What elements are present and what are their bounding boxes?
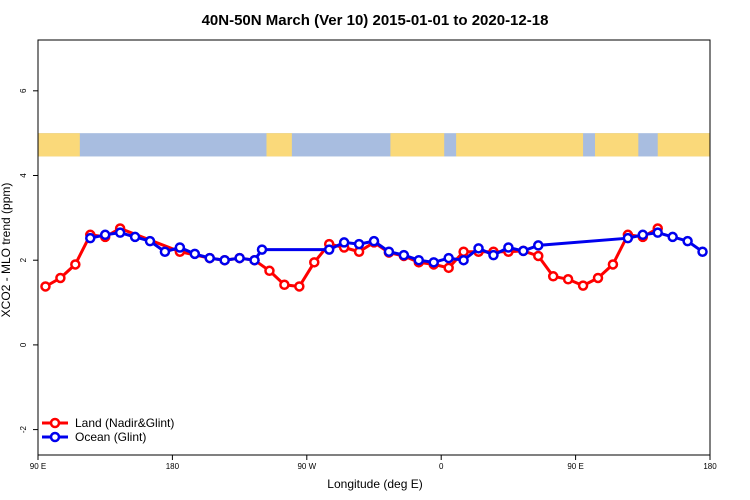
y-tick-label: 6 (19, 88, 28, 93)
data-point (533, 240, 544, 251)
data-point (652, 227, 663, 238)
data-point (637, 229, 649, 241)
world-map-band (38, 133, 710, 157)
x-tick-label: 90 E (30, 462, 46, 471)
y-tick-label: 4 (19, 173, 28, 178)
y-axis-label: XCO2 - MLO trend (ppm) (0, 183, 13, 318)
data-point (503, 242, 514, 253)
map-landmass (38, 133, 80, 157)
data-point (323, 244, 335, 255)
x-tick-label: 90 W (297, 462, 316, 471)
data-point (368, 235, 380, 247)
data-point (473, 243, 484, 254)
data-point (144, 235, 156, 247)
chart-title: 40N-50N March (Ver 10) 2015-01-01 to 202… (202, 12, 549, 29)
data-point (622, 232, 634, 244)
data-point (219, 254, 230, 266)
data-point (40, 281, 51, 292)
data-point (667, 231, 678, 243)
data-point (338, 237, 350, 248)
data-point (85, 232, 96, 244)
data-point (189, 248, 201, 260)
legend-entry: Land (Nadir&Glint) (42, 416, 174, 430)
data-point (398, 249, 410, 261)
data-point (264, 265, 275, 277)
legend-label: Ocean (Glint) (75, 430, 146, 444)
data-point (309, 257, 320, 268)
data-point (413, 254, 425, 266)
data-point (294, 281, 305, 292)
y-tick-label: 2 (19, 257, 28, 262)
map-landmass (595, 133, 639, 157)
data-point (114, 227, 126, 238)
data-point (159, 246, 171, 257)
data-point (55, 272, 66, 284)
data-point (204, 252, 215, 264)
data-point (458, 254, 469, 266)
data-point (99, 229, 111, 241)
x-tick-label: 180 (166, 462, 180, 471)
map-landmass (657, 133, 710, 157)
axes-layer: 90 E 180 90 W 0 90 E 180 -2 0 2 4 6 (19, 88, 717, 471)
legend-marker (49, 417, 61, 429)
data-point (577, 280, 589, 291)
data-point (607, 259, 619, 270)
map-landmass (390, 133, 445, 157)
data-point (129, 231, 141, 243)
map-landmass (456, 133, 584, 157)
legend: Land (Nadir&Glint)Ocean (Glint) (42, 416, 174, 444)
plot-frame (37, 39, 711, 456)
data-point (256, 244, 268, 255)
x-tick-label: 0 (439, 462, 444, 471)
data-point (234, 252, 245, 264)
data-point (697, 246, 708, 257)
data-point (443, 262, 454, 274)
data-point (592, 272, 604, 284)
data-point (488, 249, 499, 261)
data-point (428, 257, 439, 268)
data-point (533, 250, 544, 262)
x-tick-label: 180 (703, 462, 717, 471)
data-point (353, 238, 365, 250)
data-point (174, 242, 186, 253)
series-layer (40, 223, 708, 292)
y-tick-label: -2 (19, 425, 28, 433)
data-point (443, 252, 454, 264)
x-tick-label: 90 E (567, 462, 583, 471)
legend-marker (49, 431, 61, 443)
data-point (518, 245, 529, 257)
data-point (70, 259, 81, 270)
series-1 (85, 227, 708, 268)
data-point (682, 235, 693, 247)
legend-entry: Ocean (Glint) (42, 430, 146, 444)
data-point (383, 246, 395, 257)
series-line (89, 231, 704, 264)
data-point (458, 246, 469, 257)
y-tick-label: 0 (19, 342, 28, 347)
data-point (547, 271, 559, 282)
x-axis-label: Longitude (deg E) (327, 477, 422, 491)
data-point (279, 279, 290, 291)
legend-label: Land (Nadir&Glint) (75, 416, 174, 430)
map-landmass (266, 133, 292, 157)
data-point (249, 254, 260, 266)
data-point (562, 274, 574, 285)
